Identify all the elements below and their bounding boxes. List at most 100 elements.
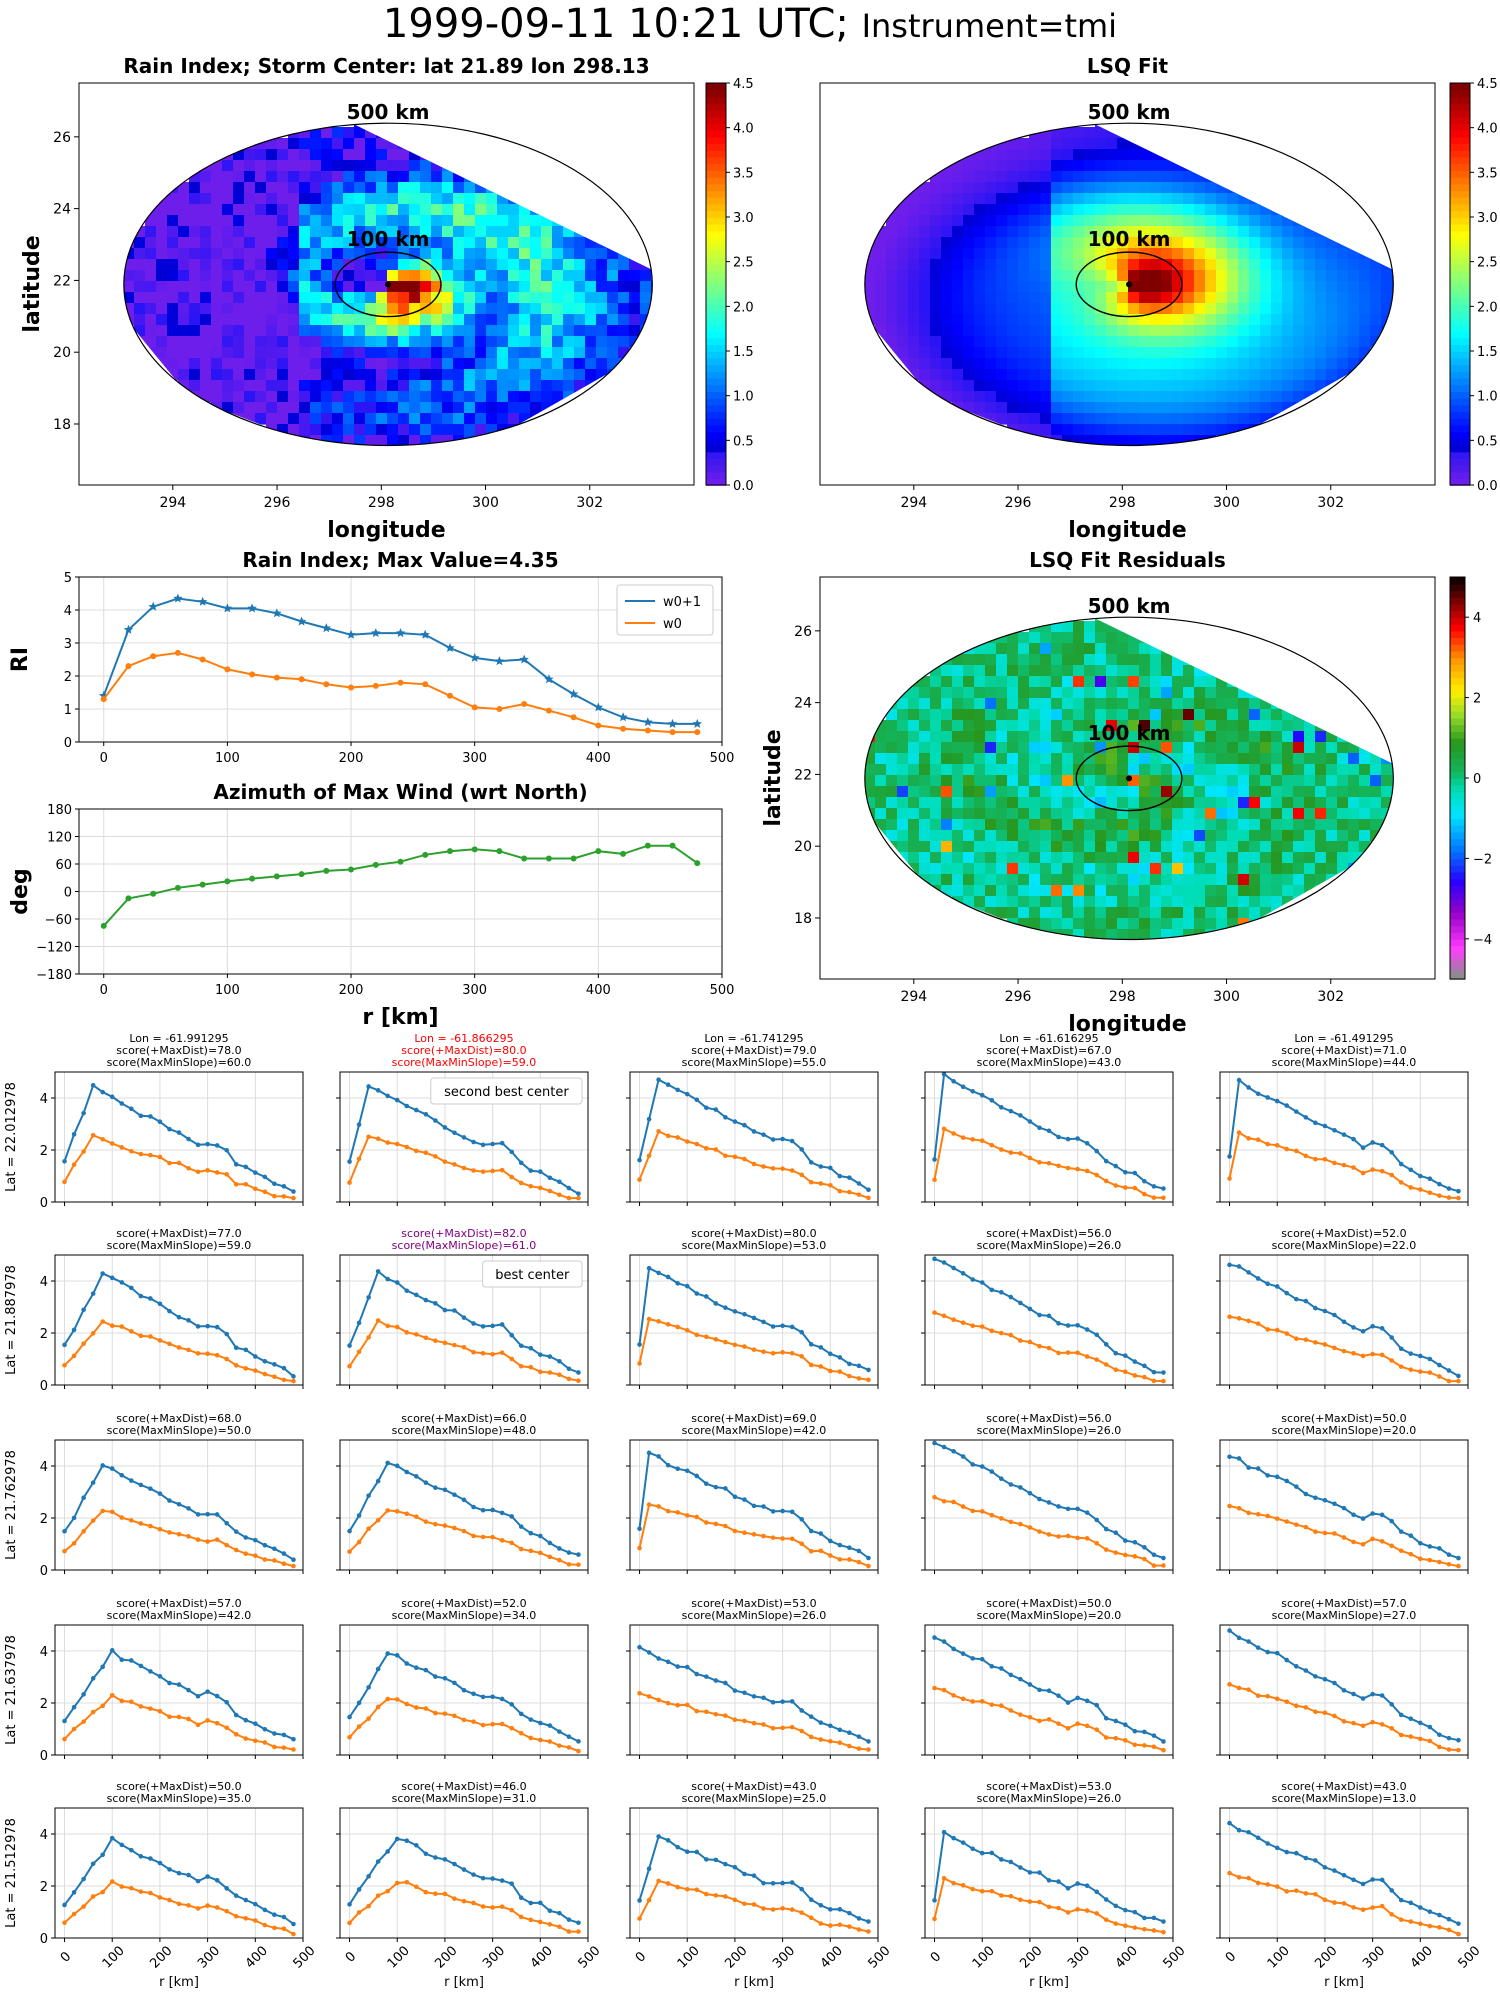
- map-cell: [1194, 907, 1206, 919]
- map-cell: [1128, 215, 1140, 227]
- map-cell: [864, 797, 876, 809]
- map-cell: [530, 193, 542, 205]
- colorbar-segment: [706, 123, 726, 131]
- map-cell: [1106, 292, 1118, 304]
- panel-series-point: [1341, 1132, 1347, 1137]
- map-cell: [200, 248, 212, 260]
- map-cell: [1282, 149, 1294, 161]
- map-cell: [288, 138, 300, 150]
- map-cell: [222, 226, 234, 238]
- panel-series-point: [1227, 1262, 1232, 1268]
- map-cell: [343, 215, 355, 227]
- panel-series-point: [941, 1071, 947, 1077]
- panel-series-point: [941, 1313, 947, 1319]
- map-cell: [996, 698, 1008, 710]
- map-cell: [1007, 698, 1019, 710]
- panel-series-point: [1427, 1190, 1433, 1195]
- panel-series-point: [1351, 1136, 1356, 1142]
- map-cell: [1194, 314, 1206, 326]
- map-cell: [618, 303, 630, 315]
- panel-series-point: [1274, 1098, 1280, 1104]
- y-tick-label: 2: [64, 670, 72, 685]
- map-cell: [1227, 160, 1239, 172]
- map-cell: [1139, 907, 1151, 919]
- map-cell: [1018, 918, 1030, 930]
- colorbar-frame: [705, 82, 727, 486]
- map-cell: [1194, 281, 1206, 293]
- map-cell: [1359, 270, 1371, 282]
- panel-series-point: [1056, 1321, 1061, 1326]
- map-cell: [1205, 676, 1217, 688]
- map-cell: [1172, 819, 1184, 831]
- map-cell: [332, 193, 344, 205]
- y-tick-label: 18: [53, 417, 71, 433]
- map-cell: [1062, 358, 1074, 370]
- map-cell: [1040, 182, 1052, 194]
- map-cell: [1007, 270, 1019, 282]
- colorbar-segment: [1450, 103, 1470, 111]
- panel-series-line-2: [63, 1133, 294, 1200]
- map-cell: [420, 314, 432, 326]
- map-cell: [1095, 149, 1107, 161]
- panel-series-point: [404, 1288, 410, 1294]
- map-cell: [233, 193, 245, 205]
- map-cell: [1018, 380, 1030, 392]
- map-cell: [244, 248, 256, 260]
- series-point: [249, 671, 256, 678]
- map-cell: [453, 259, 465, 271]
- map-cell: [1194, 698, 1206, 710]
- map-cell: [919, 248, 931, 260]
- colorbar-segment: [1450, 958, 1465, 967]
- map-cell: [442, 182, 454, 194]
- map-cell: [1249, 841, 1261, 853]
- map-cell: [1150, 819, 1162, 831]
- map-cell: [1007, 292, 1019, 304]
- map-cell: [431, 281, 443, 293]
- panel-series-point: [1418, 1369, 1423, 1374]
- panel-series-point: [1379, 1168, 1385, 1174]
- map-cell: [431, 171, 443, 183]
- map-cell: [1304, 731, 1316, 743]
- map-cell: [255, 303, 267, 315]
- map-cell: [1227, 325, 1239, 337]
- map-cell: [1062, 314, 1074, 326]
- map-cell: [1370, 292, 1382, 304]
- panel-series-point: [1075, 1136, 1080, 1141]
- map-cell: [255, 402, 267, 414]
- map-cell: [442, 281, 454, 293]
- map-cell: [1007, 731, 1019, 743]
- map-cell: [1051, 160, 1063, 172]
- map-cell: [1051, 226, 1063, 238]
- map-cell: [1359, 259, 1371, 271]
- map-cell: [1007, 303, 1019, 315]
- map-cell: [1139, 215, 1151, 227]
- ring-100km: [334, 251, 442, 318]
- map-cell: [996, 347, 1008, 359]
- map-cell: [508, 149, 520, 161]
- map-field: [864, 123, 1394, 446]
- map-cell: [1062, 424, 1074, 436]
- map-cell: [1095, 138, 1107, 150]
- colorbar-tick-label: 4.0: [733, 122, 754, 137]
- map-ylabel: latitude: [761, 729, 786, 826]
- map-cell: [1304, 369, 1316, 381]
- map-cell: [1271, 413, 1283, 425]
- map-cell: [1172, 753, 1184, 765]
- map-cell: [464, 138, 476, 150]
- map-cell: [530, 182, 542, 194]
- map-cell: [1238, 160, 1250, 172]
- panel-series-point: [490, 1323, 495, 1329]
- map-cell: [189, 347, 201, 359]
- map-cell: [985, 797, 997, 809]
- colorbar-segment: [706, 431, 726, 439]
- colorbar-segment: [1450, 603, 1465, 612]
- map-cell: [420, 226, 432, 238]
- map-cell: [1227, 907, 1239, 919]
- map-cell: [897, 808, 909, 820]
- map-cell: [442, 138, 454, 150]
- map-cell: [266, 160, 278, 172]
- map-cell: [420, 380, 432, 392]
- map-cell: [1106, 698, 1118, 710]
- map-cell: [1095, 643, 1107, 655]
- map-cell: [1326, 731, 1338, 743]
